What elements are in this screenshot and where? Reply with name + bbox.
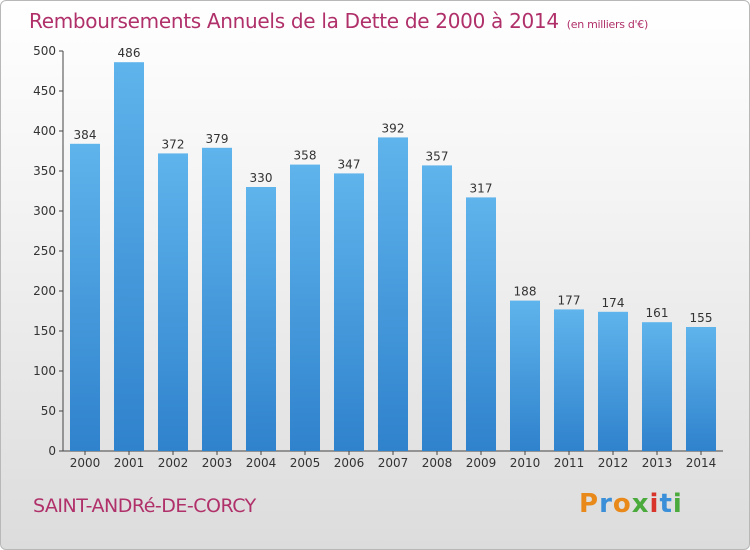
- x-tick-label: 2009: [466, 456, 497, 470]
- chart-title: Remboursements Annuels de la Dette de 20…: [29, 9, 648, 33]
- brand-letter: i: [672, 489, 683, 519]
- x-tick-label: 2004: [246, 456, 277, 470]
- bar-value-label: 161: [646, 306, 669, 320]
- x-tick-label: 2007: [378, 456, 409, 470]
- bar: [202, 147, 232, 452]
- town-name: SAINT-ANDRé-DE-CORCY: [33, 495, 256, 517]
- bar-value-label: 358: [294, 149, 317, 163]
- bar: [114, 62, 144, 451]
- y-tick-label: 200: [33, 284, 56, 298]
- bar: [510, 300, 540, 451]
- x-tick-label: 2011: [554, 456, 585, 470]
- bar: [686, 327, 716, 451]
- bar: [158, 153, 188, 451]
- bar-value-label: 330: [250, 171, 273, 185]
- bar: [642, 322, 672, 451]
- brand-letter: o: [612, 489, 632, 519]
- bar: [290, 164, 320, 451]
- chart-title-unit: (en milliers d'€): [566, 18, 648, 31]
- bar-value-label: 177: [558, 293, 581, 307]
- bar-value-label: 384: [74, 128, 97, 142]
- bar-value-label: 372: [162, 137, 185, 151]
- brand-letter: x: [631, 489, 650, 519]
- y-tick-label: 350: [33, 164, 56, 178]
- bar: [378, 137, 408, 451]
- x-tick-label: 2008: [422, 456, 453, 470]
- chart-labels: 384 2000 486 2001 372 2002 379 2003 330 2004 358 20…: [70, 46, 717, 470]
- bar: [598, 311, 628, 451]
- bar: [466, 197, 496, 451]
- y-tick-label: 400: [33, 124, 56, 138]
- bar-value-label: 317: [470, 181, 493, 195]
- bar-value-label: 188: [514, 285, 537, 299]
- bar-value-label: 174: [602, 296, 625, 310]
- bar-value-label: 392: [382, 121, 405, 135]
- brand-letter: r: [599, 489, 613, 519]
- y-tick-label: 250: [33, 244, 56, 258]
- x-tick-label: 2006: [334, 456, 365, 470]
- bar-value-label: 357: [426, 149, 449, 163]
- brand-letter: P: [579, 489, 600, 519]
- bar-value-label: 379: [206, 132, 229, 146]
- y-tick-label: 450: [33, 84, 56, 98]
- x-tick-label: 2013: [642, 456, 673, 470]
- bar: [422, 165, 452, 451]
- bar: [246, 187, 276, 451]
- bar-value-label: 347: [338, 157, 361, 171]
- x-tick-label: 2003: [202, 456, 233, 470]
- brand-letter: t: [659, 489, 673, 519]
- bar: [70, 143, 100, 452]
- brand-letter: i: [649, 489, 660, 519]
- y-tick-label: 500: [33, 44, 56, 58]
- chart-bars: [70, 62, 716, 452]
- chart-title-text: Remboursements Annuels de la Dette de 20…: [29, 9, 559, 33]
- y-tick-label: 100: [33, 364, 56, 378]
- chart-axes: 0 50 100 150 200 250 300 350 400 450 500: [33, 44, 723, 458]
- x-tick-label: 2005: [290, 456, 321, 470]
- x-tick-label: 2000: [70, 456, 101, 470]
- y-tick-label: 150: [33, 324, 56, 338]
- bar: [334, 173, 364, 451]
- bar-value-label: 486: [118, 46, 141, 60]
- x-tick-label: 2014: [686, 456, 717, 470]
- bar-value-label: 155: [690, 311, 713, 325]
- y-tick-label: 300: [33, 204, 56, 218]
- y-tick-label: 0: [48, 444, 56, 458]
- brand-logo: Proxiti: [579, 489, 683, 519]
- x-tick-label: 2001: [114, 456, 145, 470]
- x-tick-label: 2010: [510, 456, 541, 470]
- x-tick-label: 2002: [158, 456, 189, 470]
- x-tick-label: 2012: [598, 456, 629, 470]
- bar: [554, 309, 584, 451]
- y-tick-label: 50: [41, 404, 56, 418]
